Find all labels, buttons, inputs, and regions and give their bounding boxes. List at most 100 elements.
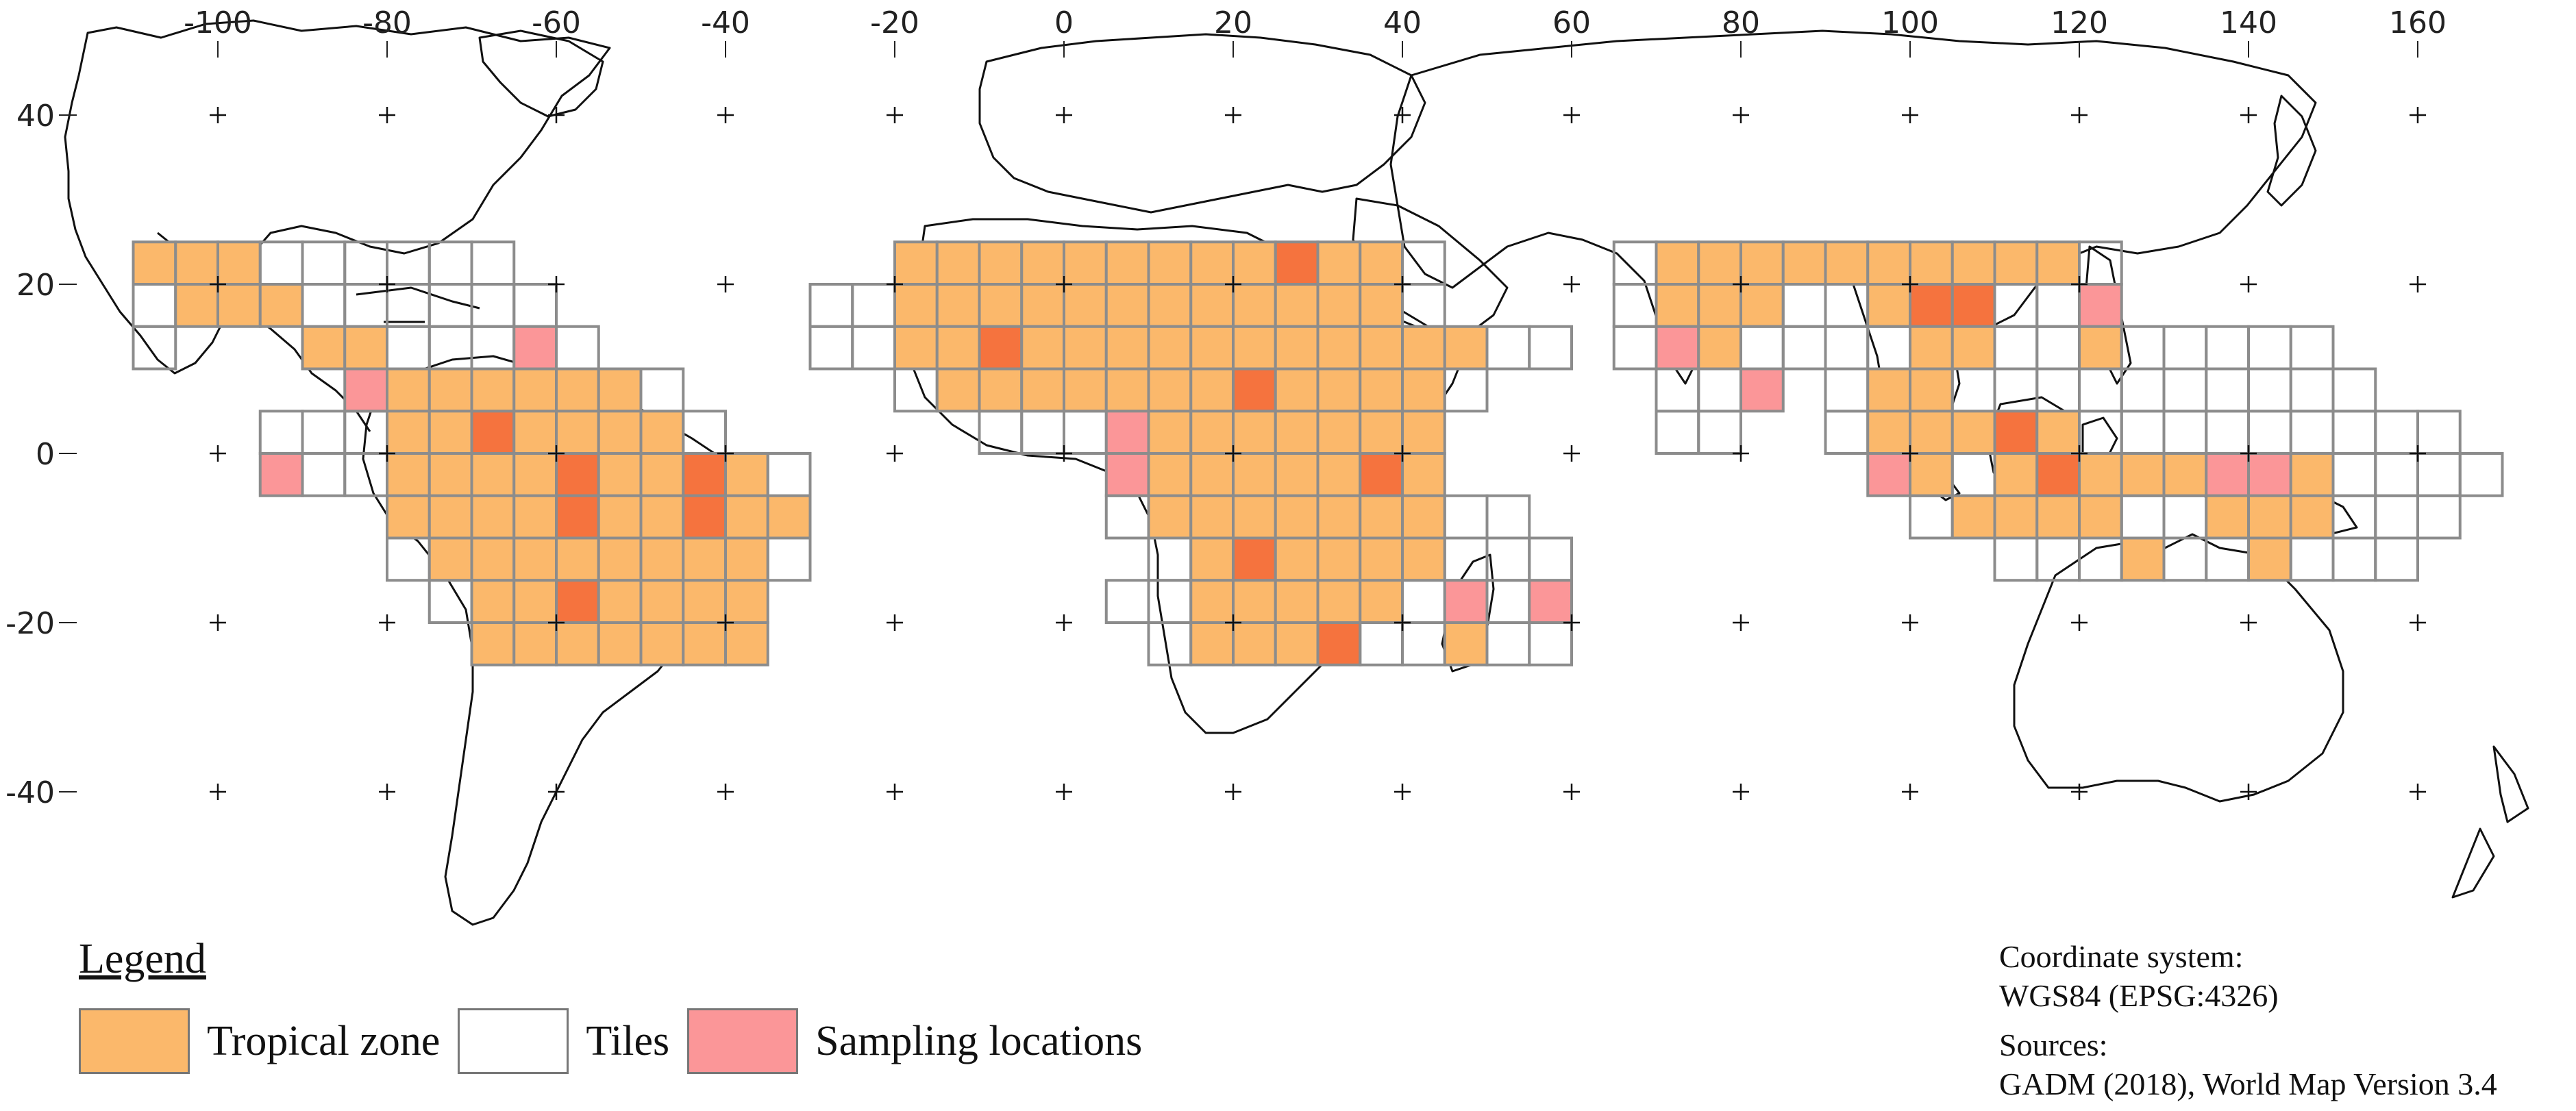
- tropical-tile: [470, 452, 516, 497]
- graticule-cross: [887, 107, 903, 123]
- empty-tile: [2289, 367, 2335, 413]
- tropical-tile: [1147, 283, 1193, 328]
- empty-tile: [2035, 367, 2081, 413]
- sampling-tile: [1359, 452, 1404, 497]
- empty-tile: [1401, 283, 1446, 328]
- graticule-cross: [1563, 784, 1580, 800]
- graticule-cross: [887, 784, 903, 800]
- graticule-cross: [548, 784, 565, 800]
- empty-tile: [512, 283, 558, 328]
- tropical-tile: [1232, 410, 1277, 455]
- empty-tile: [1993, 325, 2039, 371]
- empty-tile: [1612, 283, 1658, 328]
- tropical-tile: [1950, 410, 1996, 455]
- graticule-cross: [2071, 276, 2088, 292]
- tropical-tile: [1104, 283, 1150, 328]
- empty-tile: [1401, 621, 1446, 666]
- graticule-cross: [1733, 276, 1749, 292]
- tropical-tile: [512, 621, 558, 666]
- tropical-tile: [1104, 240, 1150, 286]
- tropical-tile: [512, 579, 558, 624]
- empty-tile: [1359, 621, 1404, 666]
- empty-tile: [2289, 325, 2335, 371]
- sampling-tile: [2205, 452, 2250, 497]
- tropical-tile: [1063, 325, 1108, 371]
- tropical-tile: [893, 240, 939, 286]
- tropical-tile: [1063, 367, 1108, 413]
- tropical-tile: [1274, 494, 1320, 540]
- empty-tile: [2289, 410, 2335, 455]
- tropical-tile: [724, 494, 769, 540]
- empty-tile: [851, 283, 896, 328]
- empty-tile: [2162, 410, 2208, 455]
- empty-tile: [386, 325, 431, 371]
- tropical-tile: [1316, 452, 1362, 497]
- tile-grid: [132, 240, 2504, 666]
- tropical-tile: [935, 283, 981, 328]
- tropical-tile: [1189, 452, 1235, 497]
- empty-tile: [1866, 325, 1911, 371]
- empty-tile: [2120, 494, 2166, 540]
- graticule-cross: [717, 784, 734, 800]
- graticule-cross: [1902, 107, 1918, 123]
- tropical-tile: [1147, 240, 1193, 286]
- graticule-cross: [1563, 445, 1580, 462]
- empty-tile: [2162, 367, 2208, 413]
- sampling-tile: [1274, 240, 1320, 286]
- tropical-tile: [2035, 494, 2081, 540]
- legend-label-tiles: Tiles: [586, 1017, 670, 1064]
- tropical-tile: [1189, 579, 1235, 624]
- sampling-tile: [682, 494, 727, 540]
- empty-tile: [682, 410, 727, 455]
- empty-tile: [301, 452, 347, 497]
- legend-swatch-tiles: [458, 1008, 569, 1074]
- empty-tile: [470, 283, 516, 328]
- sampling-tile: [1950, 283, 1996, 328]
- empty-tile: [1993, 367, 2039, 413]
- tropical-tile: [1401, 536, 1446, 582]
- empty-tile: [1950, 452, 1996, 497]
- empty-tile: [2162, 325, 2208, 371]
- longitude-ticks: -100 -80 -60 -40 -20 0 20 40 60 80 100 120 140 160: [184, 5, 2447, 58]
- crs-value: WGS84 (EPSG:4326): [1999, 978, 2279, 1013]
- tropical-tile: [386, 494, 431, 540]
- tropical-tile: [1781, 240, 1827, 286]
- empty-tile: [1443, 367, 1489, 413]
- empty-tile: [1485, 494, 1531, 540]
- graticule-cross: [2071, 784, 2088, 800]
- tropical-tile: [893, 283, 939, 328]
- sampling-tile: [978, 325, 1024, 371]
- tropical-tile: [2120, 452, 2166, 497]
- latitude-tick-label: -40: [5, 775, 55, 810]
- tropical-tile: [1189, 283, 1235, 328]
- empty-tile: [1824, 410, 1870, 455]
- empty-tile: [555, 325, 600, 371]
- tropical-tile: [1993, 494, 2039, 540]
- longitude-tick-label: -20: [870, 5, 919, 40]
- empty-tile: [301, 410, 347, 455]
- empty-tile: [2078, 367, 2123, 413]
- tropical-tile: [2078, 452, 2123, 497]
- empty-tile: [1485, 579, 1531, 624]
- tropical-tile: [512, 536, 558, 582]
- tropical-tile: [597, 536, 643, 582]
- latitude-tick-label: 40: [16, 99, 55, 134]
- sampling-tile: [2078, 283, 2123, 328]
- empty-tile: [1655, 367, 1700, 413]
- tropical-tile: [1189, 536, 1235, 582]
- empty-tile: [1528, 621, 1573, 666]
- empty-tile: [2120, 410, 2166, 455]
- empty-tile: [2331, 494, 2377, 540]
- graticule-cross: [1225, 107, 1241, 123]
- sampling-tile: [1443, 579, 1489, 624]
- tropical-tile: [1316, 240, 1362, 286]
- graticule-cross: [717, 276, 734, 292]
- empty-tile: [1147, 621, 1193, 666]
- empty-tile: [1612, 325, 1658, 371]
- tropical-tile: [1697, 325, 1742, 371]
- longitude-tick-label: -80: [362, 5, 412, 40]
- graticule-cross: [887, 445, 903, 462]
- empty-tile: [978, 410, 1024, 455]
- graticule-cross: [2071, 107, 2088, 123]
- empty-tile: [1063, 410, 1108, 455]
